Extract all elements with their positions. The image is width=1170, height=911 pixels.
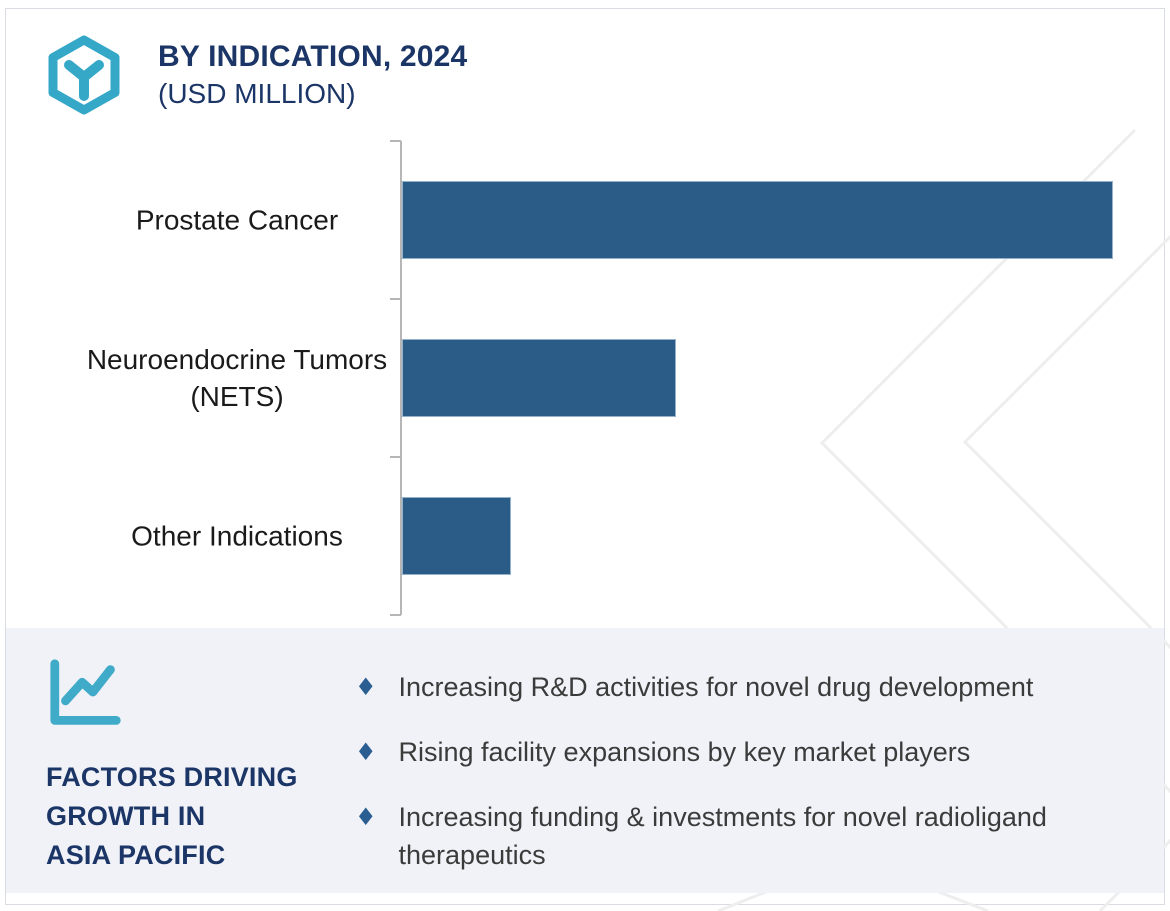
factors-heading-line: GROWTH IN [46, 801, 206, 831]
bar [402, 181, 1113, 259]
bar-chart: Prostate Cancer Neuroendocrine Tumors (NE… [0, 140, 1170, 616]
category-label: Other Indications [131, 520, 343, 552]
diamond-bullet-icon: ♦ [355, 803, 377, 831]
category-label: Neuroendocrine Tumors (NETS) [86, 344, 388, 412]
hexagon-y-logo-icon [48, 35, 120, 115]
bar [402, 497, 511, 575]
chart-row: Other Indications [0, 457, 1170, 615]
factor-bullet-text: Increasing funding & investments for nov… [398, 802, 1047, 870]
chart-row: Prostate Cancer [0, 141, 1170, 299]
title-block: BY INDICATION, 2024 (USD MILLION) [158, 34, 467, 111]
diamond-bullet-icon: ♦ [355, 673, 377, 701]
factors-panel: FACTORS DRIVING GROWTH IN ASIA PACIFIC ♦… [6, 628, 1164, 893]
axis-tick [390, 456, 401, 458]
factors-heading-line: ASIA PACIFIC [46, 840, 226, 870]
chart-row: Neuroendocrine Tumors (NETS) [0, 299, 1170, 457]
diamond-bullet-icon: ♦ [355, 738, 377, 766]
factor-bullet: ♦ Rising facility expansions by key marke… [355, 733, 1115, 771]
axis-tick [390, 298, 401, 300]
factors-heading: FACTORS DRIVING GROWTH IN ASIA PACIFIC [46, 758, 326, 875]
chart-title: BY INDICATION, 2024 [158, 40, 468, 73]
factor-bullet-text: Rising facility expansions by key market… [398, 737, 971, 767]
header: BY INDICATION, 2024 (USD MILLION) [44, 34, 467, 116]
factors-block: FACTORS DRIVING GROWTH IN ASIA PACIFIC [46, 658, 326, 875]
category-label: Prostate Cancer [135, 204, 339, 236]
factor-bullet: ♦ Increasing R&D activities for novel dru… [355, 668, 1115, 706]
bar [402, 339, 676, 417]
line-chart-icon [50, 659, 121, 725]
axis-tick [390, 140, 401, 142]
axis-tick [390, 614, 401, 616]
factor-bullet: ♦ Increasing funding & investments for no… [355, 798, 1115, 874]
chart-subtitle: (USD MILLION) [158, 78, 356, 109]
factors-heading-line: FACTORS DRIVING [46, 762, 298, 792]
y-axis-line [400, 141, 402, 615]
factor-bullet-text: Increasing R&D activities for novel drug… [398, 672, 1034, 702]
chart-rows: Prostate Cancer Neuroendocrine Tumors (NE… [0, 141, 1170, 615]
factors-bullet-list: ♦ Increasing R&D activities for novel dru… [355, 668, 1115, 901]
